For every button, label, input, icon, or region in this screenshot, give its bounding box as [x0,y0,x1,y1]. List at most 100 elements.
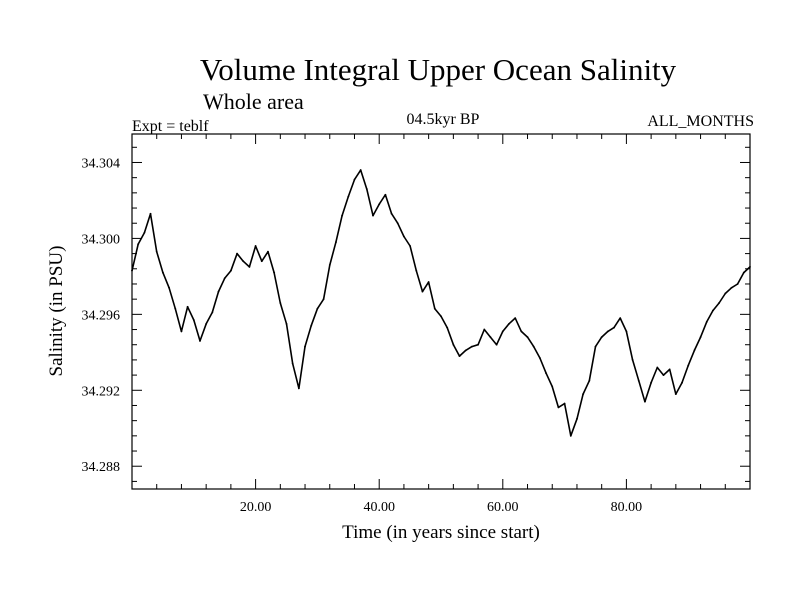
salinity-point [668,368,671,371]
salinity-point [186,305,189,308]
salinity-point [415,269,418,272]
salinity-point [168,286,170,289]
salinity-point [229,269,232,272]
months-label: ALL_MONTHS [647,113,754,130]
salinity-point [489,336,492,339]
x-tick-label: 80.00 [611,500,643,515]
salinity-point [285,322,288,325]
salinity-point [557,406,560,409]
salinity-point [180,330,183,333]
x-tick-label: 60.00 [487,500,519,515]
salinity-point [662,374,665,376]
salinity-point [588,379,591,382]
salinity-point [563,402,566,405]
period-label: 04.5kyr BP [407,111,480,128]
salinity-point [359,169,362,171]
salinity-point [569,434,572,437]
salinity-point [365,188,368,190]
salinity-point [446,326,449,329]
y-tick-label: 34.288 [82,460,121,475]
salinity-point [242,260,245,263]
salinity-point [730,286,733,289]
salinity-point [600,336,603,339]
salinity-point [458,355,461,358]
x-axis-ticks [156,134,726,489]
salinity-point [421,290,424,293]
chart-title: Volume Integral Upper Ocean Salinity [200,52,677,87]
salinity-point [149,212,152,215]
salinity-point [699,336,702,339]
salinity-point [687,364,690,367]
salinity-point [273,271,276,274]
salinity-point [304,345,306,348]
x-tick-label: 40.00 [363,500,395,515]
y-axis-ticks [132,146,750,482]
salinity-point [384,193,387,196]
y-axis-label: Salinity (in PSU) [46,246,67,377]
salinity-point [606,330,609,333]
salinity-point [637,379,640,382]
salinity-point [143,231,146,234]
salinity-point [433,307,436,310]
salinity-point [440,315,442,318]
data-points [131,169,751,437]
salinity-point [155,250,158,253]
salinity-point [372,214,374,217]
plot-frame [131,133,751,490]
salinity-point [594,345,597,348]
salinity-point [631,359,634,361]
salinity-point [174,307,177,310]
salinity-point [650,381,653,384]
salinity-point [192,319,195,321]
salinity-point [619,317,622,320]
salinity-point [705,321,708,323]
salinity-point [328,264,331,266]
salinity-point [347,195,350,198]
salinity-point [260,260,263,263]
salinity-point [131,269,133,272]
salinity-point [310,324,313,327]
salinity-point [674,393,677,395]
salinity-point [236,252,238,255]
salinity-point [297,387,300,390]
salinity-point [335,241,337,244]
y-tick-label: 34.304 [82,156,121,171]
salinity-point [199,340,201,342]
salinity-point [137,243,140,246]
salinity-point [681,381,683,384]
salinity-point [545,372,547,375]
salinity-point [409,245,411,247]
salinity-point [316,307,319,310]
salinity-point [403,235,405,238]
salinity-point [693,349,696,352]
salinity-point [526,336,529,339]
experiment-label: Expt = teblf [132,118,209,135]
y-tick-labels: 34.288 34.292 34.296 34.300 34.304 [82,156,121,475]
salinity-point [452,343,455,346]
salinity-point [390,212,393,215]
salinity-point [378,203,381,206]
y-tick-label: 34.296 [82,308,121,323]
y-tick-label: 34.300 [82,232,121,247]
salinity-point [613,326,615,329]
salinity-point [538,357,541,359]
x-tick-labels: 20.00 40.00 60.00 80.00 [240,500,642,515]
salinity-point [353,178,356,181]
salinity-point [742,271,745,274]
salinity-point [656,366,659,369]
salinity-point [501,330,504,333]
salinity-point [718,302,720,304]
salinity-point [341,214,344,217]
salinity-point [514,317,517,320]
salinity-point [427,281,430,283]
salinity-point [508,322,510,325]
salinity-point [254,245,257,247]
x-axis-label: Time (in years since start) [342,522,540,543]
salinity-point [205,322,208,325]
salinity-point [582,393,585,395]
chart-subtitle: Whole area [203,89,304,114]
salinity-point [279,302,282,304]
salinity-point [724,292,727,295]
salinity-point [551,385,554,388]
